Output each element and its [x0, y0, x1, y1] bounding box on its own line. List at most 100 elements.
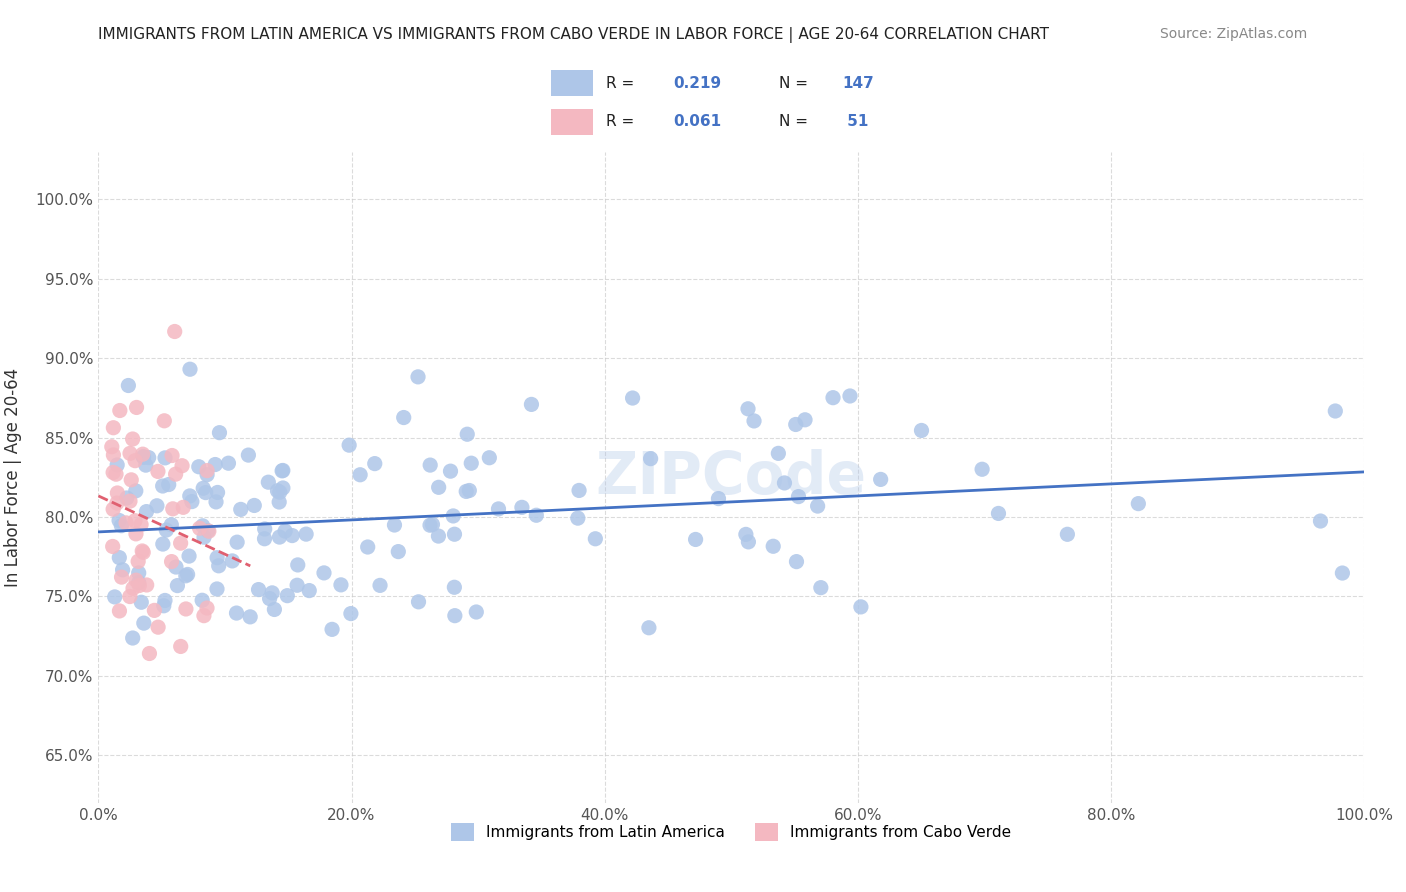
- Immigrants from Latin America: [111, 563, 134, 577]
- Immigrants from Cabo Verde: [169, 536, 191, 550]
- Immigrants from Cabo Verde: [160, 555, 183, 569]
- Immigrants from Latin America: [174, 569, 197, 583]
- Immigrants from Latin America: [226, 535, 249, 549]
- Immigrants from Latin America: [243, 499, 266, 513]
- Immigrants from Latin America: [208, 425, 231, 440]
- Immigrants from Latin America: [121, 631, 143, 645]
- Immigrants from Latin America: [734, 527, 756, 541]
- Immigrants from Latin America: [621, 391, 644, 405]
- Immigrants from Latin America: [276, 589, 298, 603]
- Immigrants from Latin America: [478, 450, 501, 465]
- Immigrants from Latin America: [217, 456, 239, 470]
- Immigrants from Latin America: [419, 518, 441, 533]
- Immigrants from Latin America: [406, 369, 429, 384]
- Immigrants from Latin America: [384, 518, 406, 533]
- Immigrants from Latin America: [155, 523, 177, 537]
- Immigrants from Latin America: [444, 608, 467, 623]
- Immigrants from Latin America: [205, 582, 228, 596]
- Immigrants from Latin America: [364, 457, 387, 471]
- Immigrants from Latin America: [773, 475, 796, 490]
- Text: Source: ZipAtlas.com: Source: ZipAtlas.com: [1160, 27, 1308, 41]
- Immigrants from Latin America: [794, 413, 817, 427]
- Immigrants from Latin America: [176, 567, 198, 582]
- Immigrants from Latin America: [685, 533, 707, 547]
- Immigrants from Latin America: [1309, 514, 1331, 528]
- Immigrants from Cabo Verde: [146, 465, 169, 479]
- Immigrants from Latin America: [262, 586, 284, 600]
- Immigrants from Latin America: [271, 463, 294, 477]
- Immigrants from Latin America: [138, 450, 160, 465]
- Immigrants from Cabo Verde: [160, 449, 183, 463]
- Immigrants from Cabo Verde: [120, 473, 142, 487]
- Text: 51: 51: [842, 114, 869, 129]
- Text: 0.061: 0.061: [673, 114, 721, 129]
- Immigrants from Cabo Verde: [121, 432, 143, 446]
- Immigrants from Latin America: [110, 518, 132, 533]
- Immigrants from Latin America: [340, 607, 363, 621]
- Immigrants from Latin America: [153, 593, 176, 607]
- Immigrants from Latin America: [195, 467, 218, 482]
- Immigrants from Cabo Verde: [132, 545, 155, 559]
- Immigrants from Cabo Verde: [138, 647, 160, 661]
- FancyBboxPatch shape: [551, 70, 593, 96]
- Immigrants from Latin America: [287, 558, 309, 572]
- Immigrants from Latin America: [510, 500, 533, 515]
- Immigrants from Latin America: [193, 481, 215, 495]
- Immigrants from Latin America: [263, 602, 285, 616]
- Immigrants from Latin America: [737, 534, 759, 549]
- Immigrants from Latin America: [108, 550, 131, 565]
- Immigrants from Cabo Verde: [146, 620, 169, 634]
- Immigrants from Cabo Verde: [118, 494, 141, 508]
- Immigrants from Latin America: [568, 483, 591, 498]
- Immigrants from Cabo Verde: [129, 517, 152, 532]
- Immigrants from Latin America: [807, 499, 830, 513]
- Immigrants from Latin America: [408, 595, 430, 609]
- Immigrants from Cabo Verde: [101, 502, 124, 516]
- Immigrants from Latin America: [349, 467, 371, 482]
- Immigrants from Latin America: [910, 424, 932, 438]
- Immigrants from Cabo Verde: [125, 401, 148, 415]
- Immigrants from Cabo Verde: [128, 578, 150, 592]
- Immigrants from Cabo Verde: [124, 514, 146, 528]
- Immigrants from Latin America: [269, 530, 291, 544]
- Immigrants from Latin America: [742, 414, 765, 428]
- Immigrants from Latin America: [253, 532, 276, 546]
- Immigrants from Latin America: [427, 529, 450, 543]
- Immigrants from Latin America: [295, 527, 318, 541]
- Immigrants from Latin America: [419, 458, 441, 472]
- Text: N =: N =: [779, 114, 813, 129]
- Immigrants from Latin America: [257, 475, 280, 490]
- Immigrants from Latin America: [205, 495, 228, 509]
- Immigrants from Cabo Verde: [124, 453, 146, 467]
- Immigrants from Cabo Verde: [135, 578, 157, 592]
- Immigrants from Latin America: [152, 479, 174, 493]
- Immigrants from Latin America: [524, 508, 547, 523]
- Immigrants from Latin America: [129, 595, 152, 609]
- Immigrants from Latin America: [427, 480, 450, 494]
- Y-axis label: In Labor Force | Age 20-64: In Labor Force | Age 20-64: [4, 368, 21, 587]
- Immigrants from Latin America: [839, 389, 862, 403]
- Immigrants from Latin America: [115, 491, 138, 505]
- Immigrants from Latin America: [520, 397, 543, 411]
- Immigrants from Cabo Verde: [195, 601, 218, 615]
- Immigrants from Cabo Verde: [105, 486, 128, 500]
- Immigrants from Latin America: [132, 450, 155, 465]
- Immigrants from Latin America: [274, 524, 297, 538]
- Immigrants from Latin America: [221, 554, 243, 568]
- Immigrants from Latin America: [1324, 404, 1347, 418]
- Immigrants from Latin America: [132, 616, 155, 631]
- Immigrants from Latin America: [787, 490, 810, 504]
- Immigrants from Latin America: [281, 528, 304, 542]
- Immigrants from Latin America: [567, 511, 589, 525]
- Immigrants from Latin America: [849, 599, 872, 614]
- Immigrants from Latin America: [117, 378, 139, 392]
- Immigrants from Latin America: [443, 527, 465, 541]
- Immigrants from Cabo Verde: [172, 500, 194, 515]
- Immigrants from Cabo Verde: [127, 554, 149, 568]
- Immigrants from Cabo Verde: [101, 540, 124, 554]
- Immigrants from Latin America: [392, 410, 415, 425]
- Immigrants from Latin America: [321, 623, 343, 637]
- Immigrants from Cabo Verde: [153, 414, 176, 428]
- Immigrants from Cabo Verde: [105, 496, 128, 510]
- Immigrants from Latin America: [208, 558, 231, 573]
